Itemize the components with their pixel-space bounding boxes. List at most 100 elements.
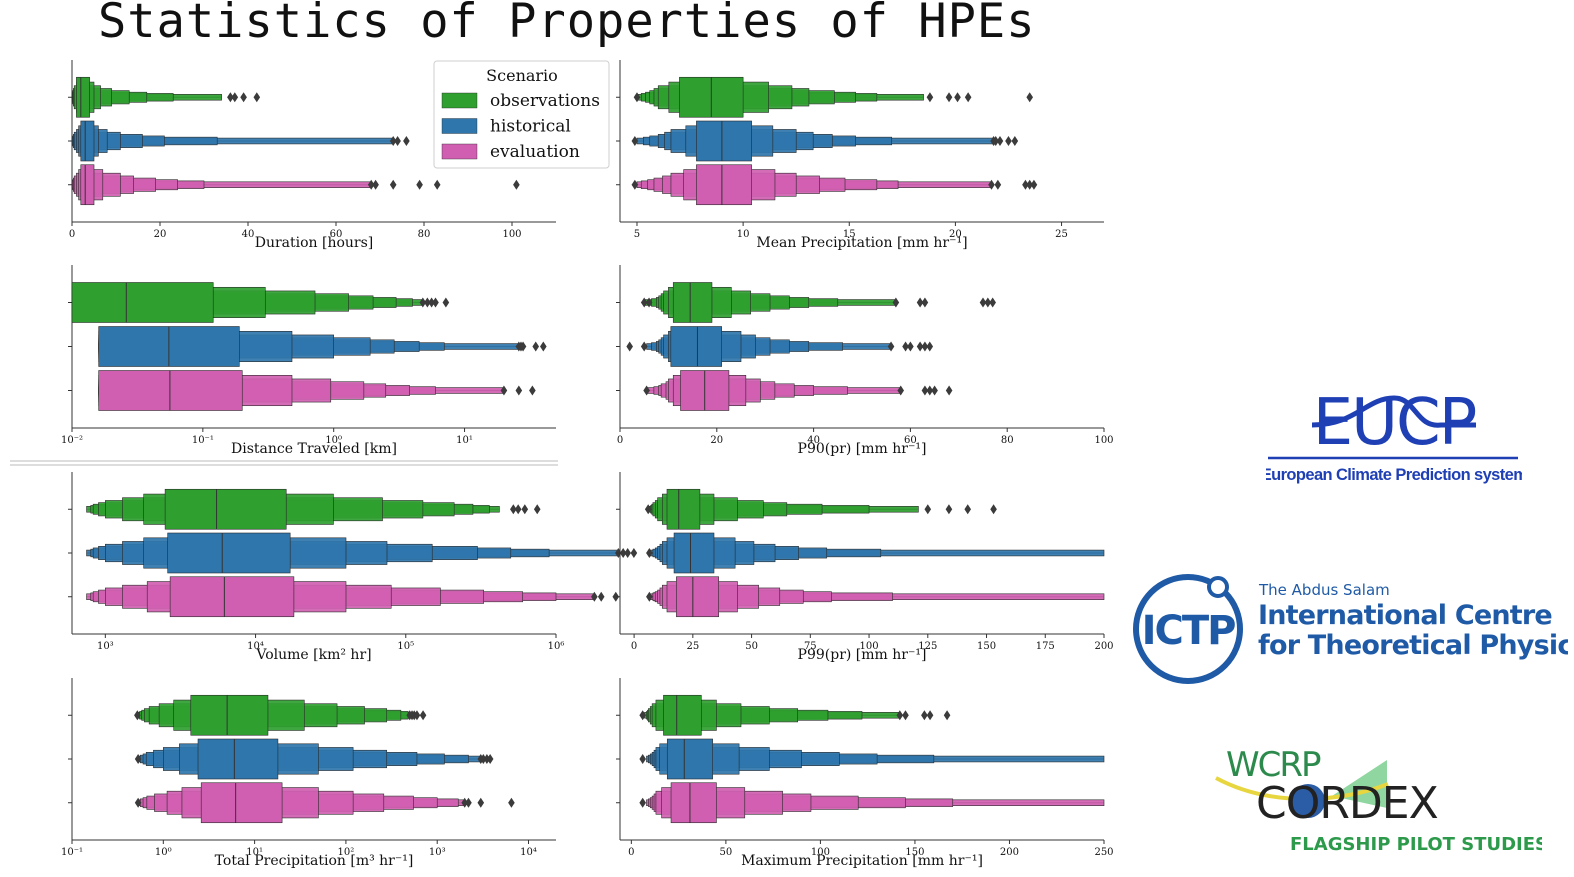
legend: Scenario observations historical evaluation: [433, 60, 610, 169]
outlier-point: [619, 548, 627, 558]
ictp-logo: ICTP The Abdus Salam International Centr…: [1133, 574, 1568, 684]
series-evaluation: [631, 164, 1038, 206]
x-axis-label: Maximum Precipitation [mm hr⁻¹]: [741, 853, 983, 869]
x-tick-label: 10⁻²: [61, 435, 83, 446]
x-tick-label: 150: [905, 847, 924, 858]
outlier-point: [945, 385, 953, 396]
outlier-point: [477, 797, 485, 808]
series-observations: [134, 694, 427, 736]
series-historical: [71, 120, 410, 162]
x-tick-label: 125: [918, 641, 937, 652]
outlier-point: [227, 92, 234, 103]
outlier-point: [887, 341, 895, 352]
outlier-point: [945, 504, 953, 515]
x-tick-label: 100: [811, 847, 830, 858]
x-axis-label: Duration [hours]: [255, 235, 374, 251]
outlier-point: [645, 297, 653, 308]
box-level: [164, 488, 287, 530]
cordex-wordmark: CORDEX: [1256, 778, 1438, 829]
outlier-point: [514, 504, 522, 515]
outlier-point: [253, 92, 261, 103]
series-evaluation: [643, 370, 953, 411]
x-tick-label: 150: [977, 641, 996, 652]
legend-label-evaluation: evaluation: [490, 142, 580, 162]
x-tick-label: 10⁵: [397, 641, 414, 652]
x-tick-label: 100: [1094, 435, 1113, 446]
outlier-point: [639, 797, 646, 808]
box-level: [670, 782, 717, 824]
outlier-point: [989, 297, 996, 308]
outlier-point: [442, 297, 450, 308]
outlier-point: [394, 136, 401, 146]
outlier-point: [902, 710, 909, 721]
box-level: [190, 694, 269, 736]
outlier-point: [533, 504, 541, 515]
series-historical: [86, 532, 638, 574]
outlier-point: [1011, 136, 1019, 146]
series-evaluation: [98, 370, 536, 411]
outlier-point: [500, 385, 508, 396]
box-level: [663, 694, 702, 736]
panel-8: 0 50 100 150 200 250 Maximum Precipitation [mm…: [616, 678, 1114, 869]
legend-label-historical: historical: [490, 117, 571, 137]
x-tick-label: 20: [154, 229, 167, 240]
ictp-line1: The Abdus Salam: [1258, 581, 1390, 599]
outlier-point: [529, 385, 536, 396]
outlier-point: [921, 341, 929, 352]
x-tick-label: 40: [242, 229, 255, 240]
x-axis-label: Distance Traveled [km]: [231, 441, 397, 457]
box-level: [696, 120, 752, 162]
outlier-point: [515, 385, 523, 396]
x-tick-label: 10⁰: [155, 847, 172, 858]
x-tick-label: 10²: [338, 847, 355, 858]
box-level: [676, 576, 719, 618]
series-historical: [631, 120, 1019, 162]
outlier-point: [508, 797, 515, 808]
outlier-point: [597, 591, 605, 602]
outlier-point: [639, 710, 646, 721]
outlier-point: [403, 136, 410, 146]
series-evaluation: [71, 164, 520, 206]
series-historical: [626, 326, 934, 367]
series-observations: [644, 488, 997, 530]
x-tick-label: 200: [1000, 847, 1019, 858]
outlier-point: [624, 548, 631, 558]
series-evaluation: [134, 782, 515, 824]
x-tick-label: 60: [330, 229, 343, 240]
x-axis-label: P99(pr) [mm hr⁻¹]: [798, 647, 927, 663]
outlier-point: [428, 297, 435, 308]
x-tick-label: 25: [686, 641, 699, 652]
outlier-point: [892, 297, 900, 308]
outlier-point: [954, 92, 961, 103]
outlier-point: [1026, 92, 1034, 103]
series-evaluation: [646, 576, 1105, 618]
x-tick-label: 0: [631, 641, 637, 652]
legend-swatch-evaluation: [441, 143, 478, 160]
outlier-point: [134, 754, 142, 764]
outlier-point: [419, 297, 427, 308]
outlier-point: [896, 710, 904, 721]
outlier-point: [510, 504, 517, 515]
ictp-dot: [1207, 576, 1229, 598]
outlier-point: [134, 710, 141, 721]
series-historical: [134, 738, 494, 780]
outlier-point: [240, 92, 247, 103]
box-level: [76, 76, 90, 118]
x-tick-label: 10⁴: [247, 641, 264, 652]
outlier-point: [992, 136, 1000, 146]
outlier-point: [626, 341, 633, 352]
x-tick-label: 40: [807, 435, 820, 446]
x-tick-label: 0: [617, 435, 623, 446]
series-observations: [71, 76, 261, 118]
series-observations: [640, 282, 996, 323]
box-level: [80, 120, 95, 162]
outlier-point: [988, 179, 995, 190]
box-level: [673, 532, 715, 574]
outlier-point: [231, 92, 239, 103]
box-level: [666, 738, 713, 780]
outlier-point: [990, 504, 997, 515]
outlier-point: [389, 179, 397, 190]
x-tick-label: 80: [418, 229, 431, 240]
series-observations: [86, 488, 541, 530]
series-historical: [646, 532, 1105, 574]
